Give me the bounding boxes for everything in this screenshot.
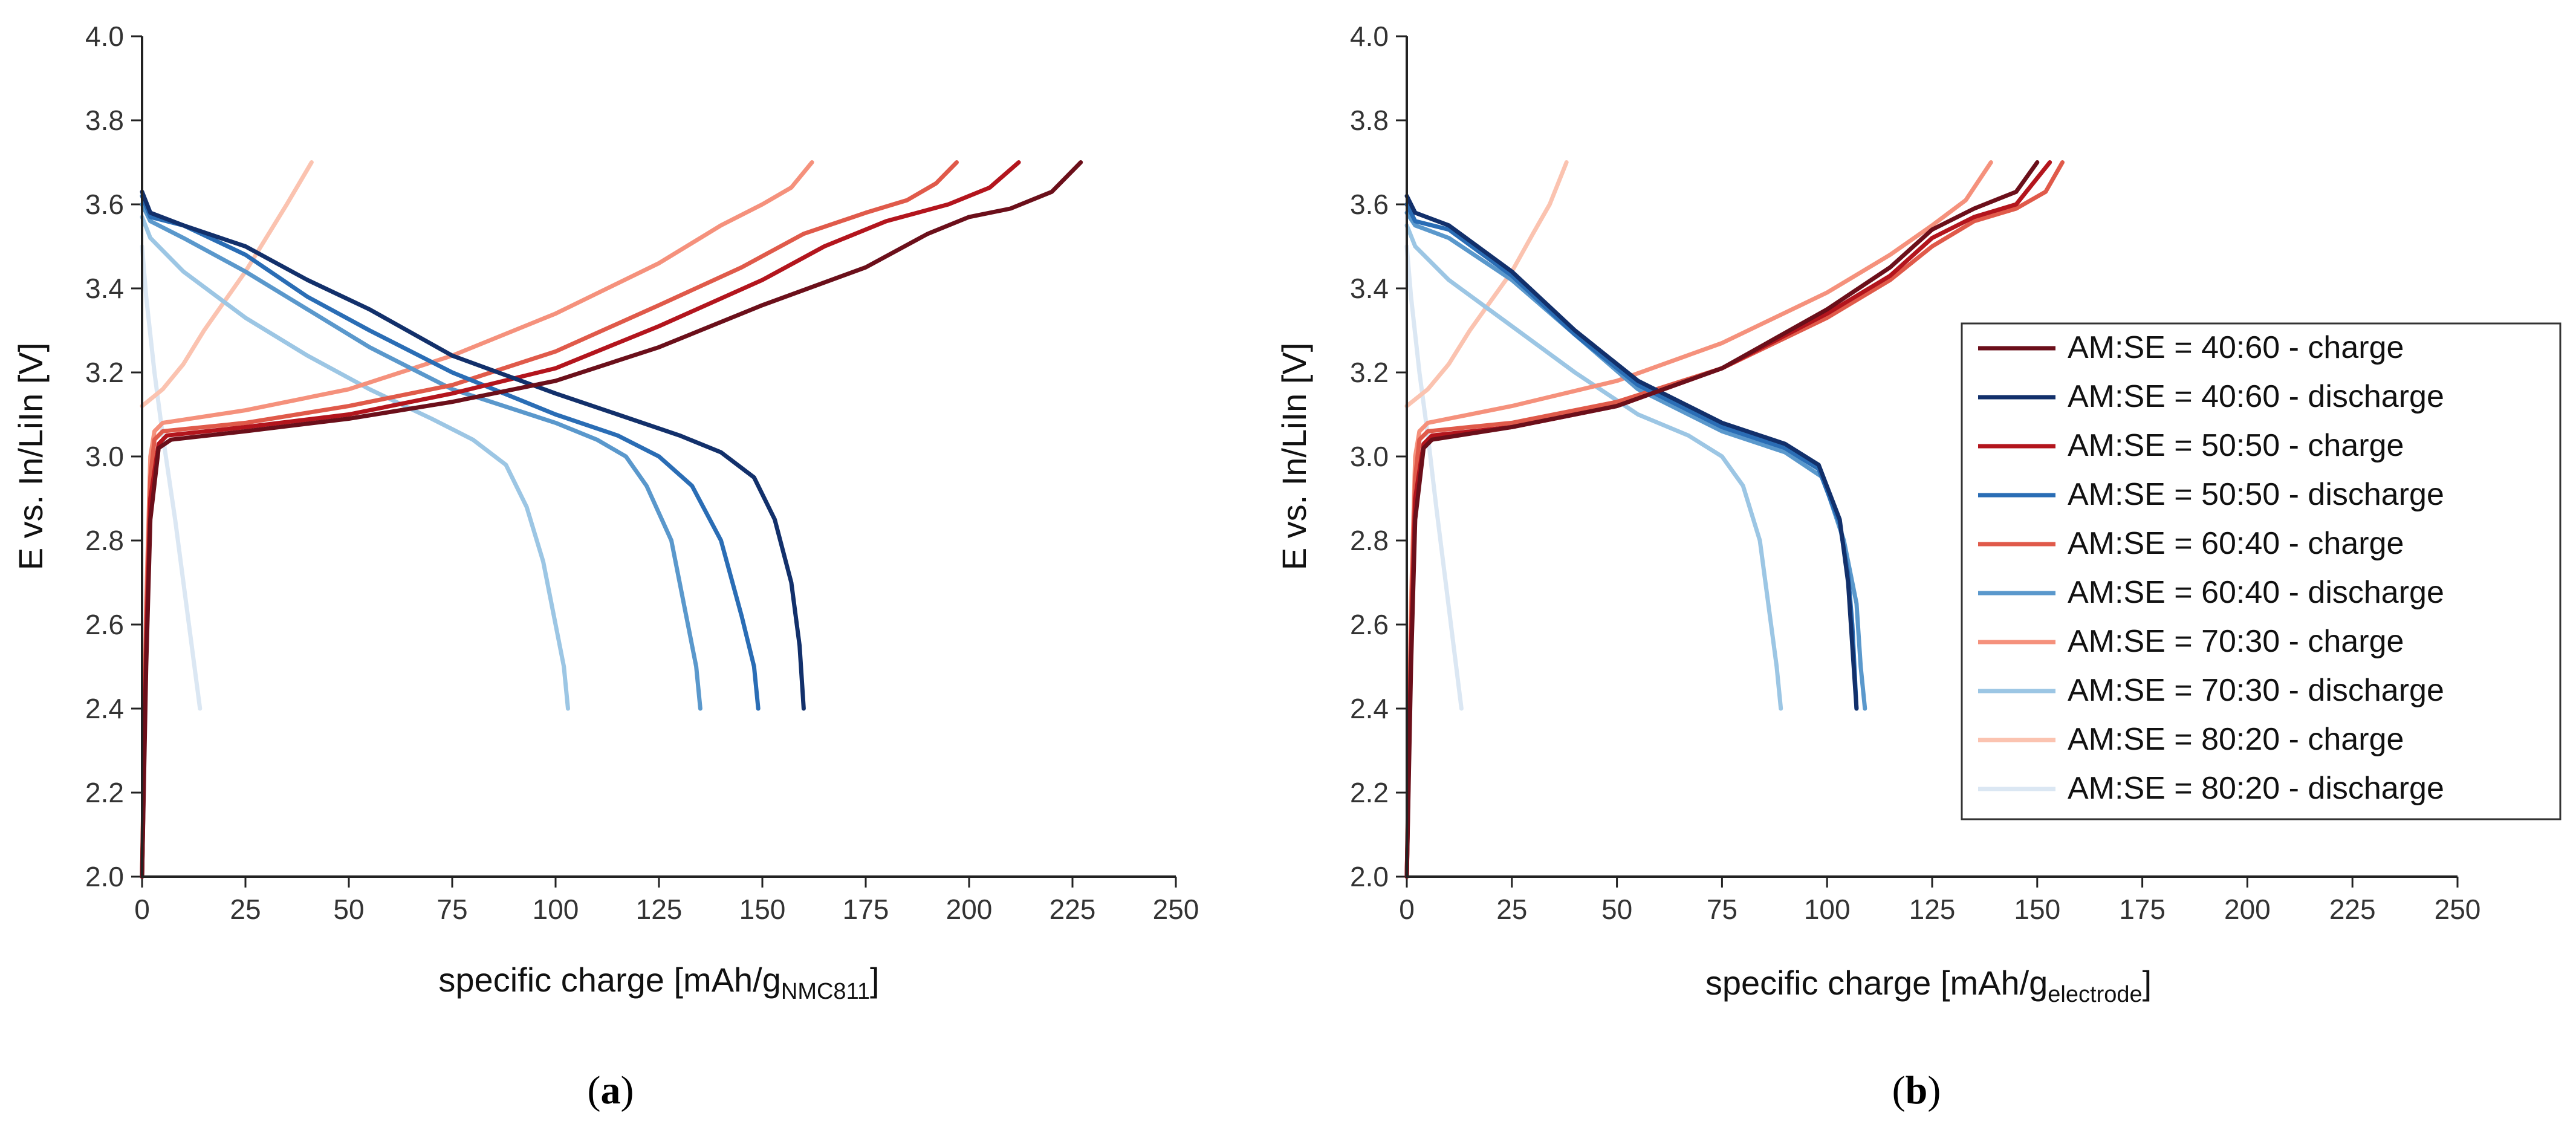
x-tick-label: 225 [2329, 894, 2376, 925]
panel-letter-a: a [601, 1068, 621, 1112]
series-group-b [1404, 160, 2065, 879]
x-tick-label: 200 [2224, 894, 2271, 925]
y-axis-title: E vs. In/LiIn [V] [11, 343, 50, 571]
series-line-80-20-discharge [140, 244, 203, 711]
legend-label: AM:SE = 40:60 - discharge [2068, 379, 2444, 414]
x-tick-label: 150 [739, 894, 786, 925]
legend-label: AM:SE = 70:30 - charge [2068, 624, 2404, 659]
y-tick-label: 3.4 [1350, 273, 1389, 304]
legend-label: AM:SE = 80:20 - charge [2068, 722, 2404, 757]
x-tick-label: 75 [436, 894, 467, 925]
y-tick-label: 2.6 [1350, 609, 1389, 640]
panel-letter-b: b [1906, 1068, 1928, 1112]
x-tick-label: 150 [2014, 894, 2060, 925]
chart-panel-b: 0 25 50 75 100 125 150 175 200 225 250 2.0 2.2 2.4 2.6… [1275, 21, 2561, 1112]
y-tick-label: 3.8 [1350, 105, 1389, 136]
y-tick-label: 2.6 [85, 609, 124, 640]
y-tick-label: 4.0 [1350, 21, 1389, 52]
y-tick-label: 2.8 [85, 525, 124, 556]
y-tick-label: 2.2 [1350, 777, 1389, 808]
legend-label: AM:SE = 60:40 - charge [2068, 526, 2404, 561]
series-line-60-40-charge [140, 160, 959, 879]
x-axis-title-end: ] [870, 961, 880, 999]
series-group-a [140, 160, 1083, 879]
x-tick-label: 250 [2435, 894, 2481, 925]
legend: AM:SE = 40:60 - charge AM:SE = 40:60 - di… [1961, 322, 2561, 820]
x-tick-label: 175 [2119, 894, 2166, 925]
y-tick-label: 2.0 [1350, 861, 1389, 892]
legend-label: AM:SE = 50:50 - charge [2068, 428, 2404, 463]
y-axis-title: E vs. In/LiIn [V] [1275, 343, 1313, 571]
y-tick-label: 4.0 [85, 21, 124, 52]
y-tick-label: 2.4 [1350, 693, 1389, 724]
series-line-60-40-discharge [1404, 210, 1867, 711]
series-line-70-30-discharge [1404, 223, 1783, 711]
y-tick-label: 3.6 [1350, 189, 1389, 220]
series-line-70-30-discharge [140, 215, 570, 711]
y-tick-label: 3.0 [85, 441, 124, 472]
x-tick-label: 225 [1050, 894, 1096, 925]
x-axis-title-main: specific charge [mAh/g [1705, 964, 2048, 1002]
x-tick-label: 125 [1909, 894, 1956, 925]
panel-label-a: (a) [588, 1068, 634, 1112]
x-tick-label: 200 [946, 894, 993, 925]
panel-label-b: (b) [1892, 1068, 1941, 1112]
series-line-50-50-discharge [140, 193, 761, 711]
y-tick-label: 3.4 [85, 273, 124, 304]
y-tick-label: 3.0 [1350, 441, 1389, 472]
x-axis-title-subscript: NMC811 [781, 979, 870, 1004]
x-tick-label: 50 [333, 894, 364, 925]
series-line-80-20-discharge [1404, 244, 1464, 711]
x-tick-label: 0 [1399, 894, 1415, 925]
y-tick-label: 2.8 [1350, 525, 1389, 556]
x-tick-label: 75 [1707, 894, 1737, 925]
x-tick-label: 25 [230, 894, 261, 925]
series-line-60-40-discharge [140, 202, 702, 711]
x-tick-label: 175 [843, 894, 889, 925]
series-line-40-60-charge [140, 160, 1083, 879]
legend-frame [1961, 322, 2561, 820]
series-line-70-30-charge [1404, 160, 1993, 879]
x-axis-title: specific charge [mAh/gelectrode] [1705, 964, 2152, 1007]
y-tick-label: 3.8 [85, 105, 124, 136]
series-line-40-60-discharge [1404, 193, 1859, 711]
x-axis-title: specific charge [mAh/gNMC811] [438, 961, 879, 1004]
x-tick-label: 25 [1496, 894, 1527, 925]
chart-panel-a: 0 25 50 75 100 125 150 175 200 225 250 2.0 2.2 2.4 2.6… [11, 21, 1199, 1112]
legend-label: AM:SE = 80:20 - discharge [2068, 771, 2444, 806]
y-tick-label: 3.2 [85, 357, 124, 388]
x-axis-title-end: ] [2143, 964, 2152, 1002]
series-line-80-20-charge [140, 160, 314, 409]
y-tick-label: 2.0 [85, 861, 124, 892]
y-tick-label: 3.6 [85, 189, 124, 220]
x-tick-label: 100 [533, 894, 579, 925]
legend-label: AM:SE = 40:60 - charge [2068, 330, 2404, 365]
x-axis-title-subscript: electrode [2048, 982, 2142, 1007]
legend-label: AM:SE = 70:30 - discharge [2068, 673, 2444, 708]
y-tick-label: 2.4 [85, 693, 124, 724]
legend-label: AM:SE = 50:50 - discharge [2068, 477, 2444, 512]
y-tick-label: 3.2 [1350, 357, 1389, 388]
x-tick-label: 0 [134, 894, 150, 925]
x-tick-label: 125 [636, 894, 683, 925]
x-tick-label: 250 [1153, 894, 1199, 925]
y-tick-label: 2.2 [85, 777, 124, 808]
x-tick-label: 100 [1804, 894, 1851, 925]
x-tick-label: 50 [1601, 894, 1632, 925]
legend-label: AM:SE = 60:40 - discharge [2068, 575, 2444, 610]
x-axis-title-main: specific charge [mAh/g [438, 961, 780, 999]
series-line-80-20-charge [1404, 160, 1569, 409]
series-line-40-60-discharge [140, 189, 806, 711]
series-line-40-60-charge [1404, 160, 2040, 879]
